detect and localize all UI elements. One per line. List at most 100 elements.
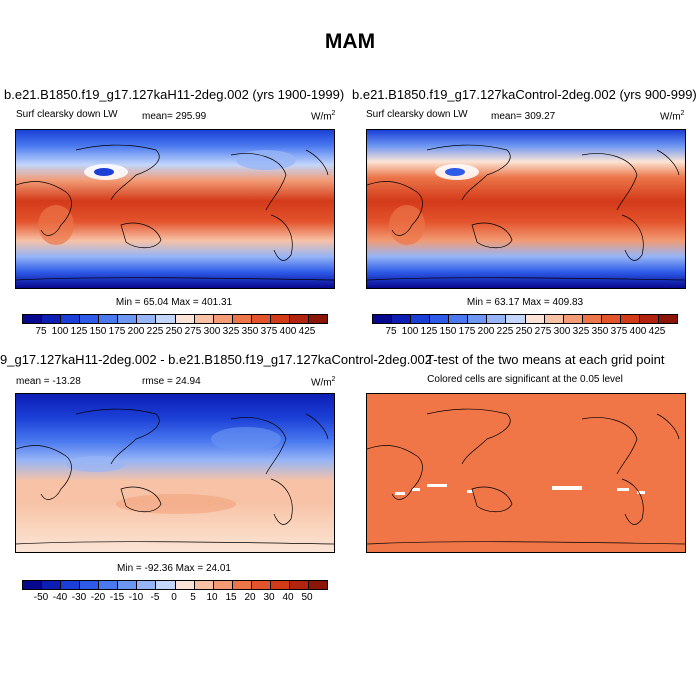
colorbar2-cell xyxy=(639,315,659,323)
colorbar1-cell xyxy=(251,315,271,323)
panel1-units: W/m2 xyxy=(311,110,336,123)
colorbar3-tick-label: 20 xyxy=(244,592,256,603)
colorbar2-cell xyxy=(392,315,412,323)
colorbar-panel1 xyxy=(22,314,328,324)
colorbar1-tick-label: 425 xyxy=(298,326,316,337)
colorbar2-cell xyxy=(658,315,677,323)
colorbar3-tick-label: -20 xyxy=(90,592,106,603)
panel3-units: W/m2 xyxy=(311,376,336,389)
colorbar3-tick-label: 0 xyxy=(171,592,177,603)
colorbar2-cell xyxy=(468,315,488,323)
map1-svg xyxy=(16,130,334,288)
panel1-mean: mean= 295.99 xyxy=(142,111,207,122)
colorbar1-cell xyxy=(194,315,214,323)
panel1-variable: Surf clearsky down LW xyxy=(16,109,118,120)
colorbar1-cell xyxy=(23,315,43,323)
colorbar2-tick-label: 350 xyxy=(591,326,609,337)
colorbar3-cell xyxy=(213,581,233,589)
colorbar-panel3 xyxy=(22,580,328,590)
map3-svg xyxy=(16,394,334,552)
colorbar2-tick-label: 325 xyxy=(572,326,590,337)
colorbar1-tick-label: 300 xyxy=(203,326,221,337)
non-significant-cells xyxy=(395,484,645,495)
colorbar3-cell xyxy=(251,581,271,589)
colorbar1-tick-label: 200 xyxy=(127,326,145,337)
colorbar3-cell xyxy=(308,581,327,589)
colorbar3-tick-label: 5 xyxy=(190,592,196,603)
map4-svg xyxy=(367,394,685,552)
colorbar3-tick-label: -30 xyxy=(71,592,87,603)
colorbar3-cell xyxy=(270,581,290,589)
colorbar3-tick-label: -15 xyxy=(109,592,125,603)
colorbar1-cell xyxy=(99,315,119,323)
colorbar2-tick-label: 250 xyxy=(515,326,533,337)
colorbar3-tick-label: -10 xyxy=(128,592,144,603)
significance-fill xyxy=(367,394,685,552)
main-title: MAM xyxy=(324,30,376,53)
colorbar2-cell xyxy=(373,315,393,323)
colorbar2-tick-label: 400 xyxy=(629,326,647,337)
colorbar1-cell xyxy=(156,315,176,323)
colorbar3-tick-label: 50 xyxy=(301,592,313,603)
colorbar3-tick-label: -50 xyxy=(33,592,49,603)
colorbar3-tick-label: 15 xyxy=(225,592,237,603)
colorbar1-tick-label: 375 xyxy=(260,326,278,337)
panel3-minmax: Min = -92.36 Max = 24.01 xyxy=(117,563,231,574)
colorbar3-tick-label: 30 xyxy=(263,592,275,603)
colorbar2-cell xyxy=(544,315,564,323)
panel2-title: b.e21.B1850.f19_g17.127kaControl-2deg.00… xyxy=(352,87,697,102)
colorbar3-tick-label: 10 xyxy=(206,592,218,603)
colorbar1-tick-label: 125 xyxy=(70,326,88,337)
colorbar2-tick-label: 175 xyxy=(458,326,476,337)
colorbar3-cell xyxy=(194,581,214,589)
colorbar2-cell xyxy=(430,315,450,323)
colorbar3-cell xyxy=(156,581,176,589)
colorbar3-cell xyxy=(61,581,81,589)
colorbar2-tick-label: 125 xyxy=(420,326,438,337)
map-panel3 xyxy=(15,393,335,553)
colorbar1-tick-label: 275 xyxy=(184,326,202,337)
colorbar2-cell xyxy=(449,315,469,323)
colorbar1-cell xyxy=(308,315,327,323)
colorbar2-cell xyxy=(582,315,602,323)
colorbar1-cell xyxy=(232,315,252,323)
colorbar2-cell xyxy=(601,315,621,323)
colorbar3-cell xyxy=(80,581,100,589)
panel3-rmse: rmse = 24.94 xyxy=(142,376,201,387)
panel1-title: b.e21.B1850.f19_g17.127kaH11-2deg.002 (y… xyxy=(4,87,345,102)
colorbar3-cell xyxy=(175,581,195,589)
colorbar2-tick-label: 150 xyxy=(439,326,457,337)
colorbar3-cell xyxy=(42,581,62,589)
colorbar1-cell xyxy=(289,315,309,323)
colorbar1-cell xyxy=(80,315,100,323)
map-panel1 xyxy=(15,129,335,289)
panel2-units: W/m2 xyxy=(660,110,685,123)
colorbar1-tick-label: 225 xyxy=(146,326,164,337)
panel4-title: T-test of the two means at each grid poi… xyxy=(426,352,665,367)
map2-svg xyxy=(367,130,685,288)
colorbar2-tick-label: 275 xyxy=(534,326,552,337)
colorbar2-cell xyxy=(525,315,545,323)
colorbar2-cell xyxy=(563,315,583,323)
colorbar1-tick-label: 150 xyxy=(89,326,107,337)
colorbar1-tick-label: 400 xyxy=(279,326,297,337)
colorbar1-tick-label: 175 xyxy=(108,326,126,337)
colorbar3-tick-label: 40 xyxy=(282,592,294,603)
panel1-minmax: Min = 65.04 Max = 401.31 xyxy=(115,297,233,308)
colorbar3-tick-label: -5 xyxy=(150,592,160,603)
colorbar1-tick-label: 250 xyxy=(165,326,183,337)
colorbar3-cell xyxy=(137,581,157,589)
colorbar2-tick-label: 225 xyxy=(496,326,514,337)
colorbar2-tick-label: 375 xyxy=(610,326,628,337)
colorbar1-cell xyxy=(213,315,233,323)
colorbar2-cell xyxy=(506,315,526,323)
panel2-mean: mean= 309.27 xyxy=(491,111,556,122)
colorbar2-cell xyxy=(487,315,507,323)
colorbar1-cell xyxy=(118,315,138,323)
colorbar1-tick-label: 350 xyxy=(241,326,259,337)
colorbar1-cell xyxy=(270,315,290,323)
colorbar-panel2 xyxy=(372,314,678,324)
colorbar3-cell xyxy=(23,581,43,589)
colorbar2-tick-label: 200 xyxy=(477,326,495,337)
colorbar2-tick-label: 100 xyxy=(401,326,419,337)
